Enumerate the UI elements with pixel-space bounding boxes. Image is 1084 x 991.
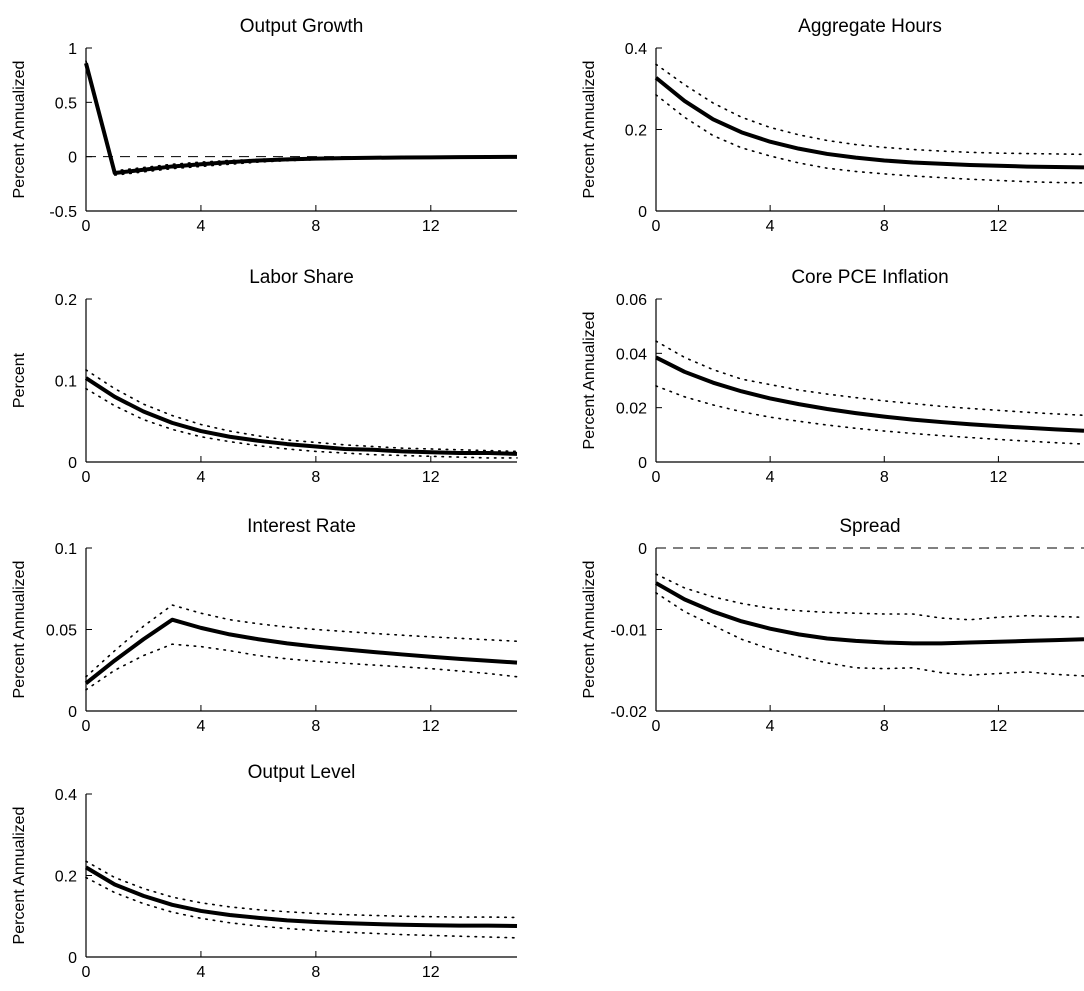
series-line-lower xyxy=(655,592,1084,677)
y-tick-label: 0.2 xyxy=(55,292,77,309)
panel-3: 0 0.02 0.04 0.06 0 4 8 12 Core PCE Inflation Perc… xyxy=(581,267,1084,486)
chart-title: Interest Rate xyxy=(247,516,356,537)
y-tick-label: 0 xyxy=(638,541,647,558)
x-tick-label: 4 xyxy=(196,469,205,486)
series-line-lower xyxy=(655,94,1084,184)
x-tick-label: 12 xyxy=(990,218,1008,235)
y-axis-label: Percent Annualized xyxy=(581,61,598,199)
series-line-median xyxy=(655,581,1084,646)
y-tick-label: 0.1 xyxy=(55,374,77,391)
y-axis-label: Percent xyxy=(11,352,28,408)
x-tick-label: 8 xyxy=(311,218,320,235)
series-line-median xyxy=(655,355,1084,433)
x-tick-label: 0 xyxy=(82,469,91,486)
y-tick-label: 0 xyxy=(68,455,77,472)
y-tick-label: 0.2 xyxy=(55,869,77,886)
x-tick-label: 8 xyxy=(880,718,889,735)
series-line-median xyxy=(84,865,518,929)
series-line-upper xyxy=(655,63,1084,156)
y-axis-label: Percent Annualized xyxy=(581,312,598,450)
series-line-median xyxy=(654,76,1084,170)
y-tick-label: 0.2 xyxy=(625,123,647,140)
y-tick-label: 0.5 xyxy=(55,95,77,112)
x-tick-label: 0 xyxy=(82,218,91,235)
y-tick-label: -0.01 xyxy=(611,623,648,640)
x-tick-label: 12 xyxy=(422,718,440,735)
chart-title: Output Level xyxy=(248,762,356,783)
x-tick-label: 0 xyxy=(652,718,661,735)
series-line-upper xyxy=(655,340,1084,417)
y-tick-label: 0 xyxy=(68,950,77,967)
x-tick-label: 0 xyxy=(652,469,661,486)
panel-1: 0 0.2 0.4 0 4 8 12 Aggregate Hours Percent Annua… xyxy=(581,16,1084,235)
series-line-upper xyxy=(85,604,518,678)
y-axis-label: Percent Annualized xyxy=(581,561,598,699)
x-tick-label: 12 xyxy=(422,469,440,486)
series-line-upper xyxy=(85,60,518,172)
series-line-upper xyxy=(85,369,518,453)
series-line-lower xyxy=(85,876,518,939)
y-tick-label: 0.02 xyxy=(616,401,647,418)
chart-title: Labor Share xyxy=(249,267,354,288)
x-tick-label: 12 xyxy=(990,469,1008,486)
panel-2: 0 0.1 0.2 0 4 8 12 Labor Share Percent xyxy=(11,267,518,486)
series-line-lower xyxy=(85,643,518,691)
y-tick-label: 0.1 xyxy=(55,541,77,558)
panel-4: 0 0.05 0.1 0 4 8 12 Interest Rate Percent Annual… xyxy=(11,516,518,735)
y-tick-label: 0 xyxy=(68,150,77,167)
y-axis-label: Percent Annualized xyxy=(11,561,28,699)
y-tick-label: -0.02 xyxy=(611,704,648,721)
y-tick-label: 0 xyxy=(68,704,77,721)
x-tick-label: 4 xyxy=(766,218,775,235)
y-axis-label: Percent Annualized xyxy=(11,807,28,945)
y-axis-label: Percent Annualized xyxy=(11,61,28,199)
y-tick-label: 0 xyxy=(638,204,647,221)
chart-title: Spread xyxy=(839,516,900,537)
chart-title: Core PCE Inflation xyxy=(791,267,948,288)
y-tick-label: 0.05 xyxy=(46,623,77,640)
x-tick-label: 8 xyxy=(311,469,320,486)
x-tick-label: 12 xyxy=(422,218,440,235)
series-line-median xyxy=(84,617,518,685)
series-line-lower xyxy=(85,387,518,459)
series-line-lower xyxy=(655,385,1084,445)
series-line-median xyxy=(84,376,518,456)
x-tick-label: 4 xyxy=(766,718,775,735)
x-tick-label: 4 xyxy=(196,964,205,981)
x-tick-label: 4 xyxy=(196,218,205,235)
x-tick-label: 4 xyxy=(766,469,775,486)
chart-title: Output Growth xyxy=(240,16,364,37)
x-tick-label: 8 xyxy=(311,718,320,735)
chart-title: Aggregate Hours xyxy=(798,16,942,37)
y-tick-label: -0.5 xyxy=(49,204,77,221)
x-tick-label: 0 xyxy=(652,218,661,235)
y-tick-label: 0.04 xyxy=(616,346,647,363)
x-tick-label: 8 xyxy=(880,469,889,486)
series-line-upper xyxy=(655,573,1084,621)
series-line-upper xyxy=(85,860,518,919)
x-tick-label: 0 xyxy=(82,964,91,981)
panel-0: -0.5 0 0.5 1 0 4 8 12 Output Growth Percent Annua… xyxy=(11,16,518,235)
series-line-lower xyxy=(85,65,518,176)
panel-5: -0.02 -0.01 0 0 4 8 12 Spread Percent Annualized xyxy=(581,516,1084,735)
y-tick-label: 0.4 xyxy=(55,787,77,804)
x-tick-label: 12 xyxy=(990,718,1008,735)
x-tick-label: 8 xyxy=(880,218,889,235)
x-tick-label: 12 xyxy=(422,964,440,981)
x-tick-label: 4 xyxy=(196,718,205,735)
x-tick-label: 0 xyxy=(82,718,91,735)
y-tick-label: 0 xyxy=(638,455,647,472)
x-tick-label: 8 xyxy=(311,964,320,981)
y-tick-label: 1 xyxy=(68,41,77,58)
y-tick-label: 0.06 xyxy=(616,292,647,309)
panel-6: 0 0.2 0.4 0 4 8 12 Output Level Percent Annualiz… xyxy=(11,762,518,981)
y-tick-label: 0.4 xyxy=(625,41,647,58)
